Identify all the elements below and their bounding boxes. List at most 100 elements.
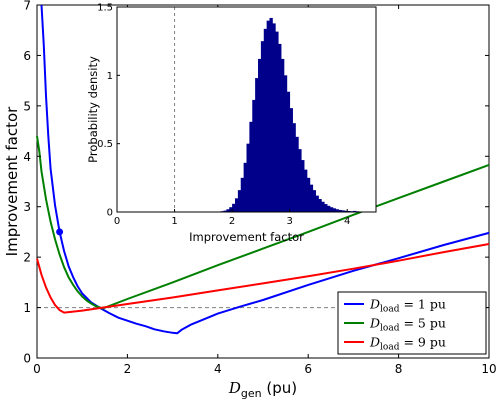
histogram-bar [341,210,345,212]
inset-plot-frame [116,6,377,213]
histogram-bar [272,23,276,213]
inset-plot: 0 1 2 3 4 0 0.5 1 1.5 Improvement factor Probab… [86,3,377,244]
legend-symbol: D [369,297,380,312]
histogram-bar [324,204,328,212]
histogram-bar [269,17,273,213]
histogram-bar [327,205,331,212]
series-line-1 [40,4,490,335]
y-tick-label: 4 [23,150,31,164]
histogram-bar [304,169,308,212]
y-tick-label: 7 [23,0,31,13]
main-series-group [36,4,490,335]
histogram-bar [289,108,293,212]
inset-y-axis-label: Probability density [86,56,100,163]
histogram-bar [298,149,302,212]
y-tick-label: 1 [23,301,31,315]
inset-y-tick-label: 1.5 [97,3,113,14]
histogram-bar [243,162,247,212]
inset-x-tick-label: 2 [229,216,235,227]
y-tick-label: 6 [23,49,31,63]
legend-label-3: Dload = 9 pu [369,335,446,353]
legend-symbol: D [369,316,380,331]
x-tick-label: 10 [481,362,496,376]
inset-x-tick-label: 4 [344,216,350,227]
x-tick-label: 4 [214,362,222,376]
histogram-bar [223,210,227,212]
inset-y-tick-label: 0 [107,208,113,219]
x-tick-label: 6 [304,362,312,376]
inset-y-ticks: 0 0.5 1 1.5 [97,3,120,219]
inset-y-tick-label: 1 [107,71,113,82]
histogram-bar [263,28,268,213]
series-line-3 [36,243,490,314]
histogram-bar [338,209,342,212]
histogram-bar [255,78,259,212]
histogram-bar [249,121,253,212]
main-x-axis-label: Dgen (pu) [228,379,297,400]
main-y-axis-label: Improvement factor [3,106,21,256]
histogram-bar [229,207,233,212]
histogram-bar [281,58,285,213]
legend-subscript: load [380,343,400,353]
histogram-bar [321,201,325,212]
y-tick-label: 5 [23,99,31,113]
x-tick-label: 2 [124,362,132,376]
legend-label-2: Dload = 5 pu [369,316,446,334]
legend-value: = 5 pu [399,316,445,331]
x-tick-label: 0 [33,362,41,376]
legend-subscript: load [380,305,400,315]
main-y-ticks: 0 1 2 3 4 5 6 7 [23,0,489,366]
histogram-bar [335,209,339,212]
x-label-sub: gen [241,387,262,400]
x-label-unit: (pu) [262,379,298,397]
legend-value: = 9 pu [399,335,445,350]
histogram-bar [295,136,299,212]
series-marker-1 [56,228,64,236]
histogram-bar [309,184,314,212]
series-line-2 [36,135,490,310]
y-tick-label: 0 [23,352,31,366]
histogram-bar [292,123,296,212]
legend-subscript: load [380,324,400,334]
histogram-bar [278,43,282,213]
histogram-bar [240,177,245,212]
inset-x-tick-label: 3 [286,216,292,227]
inset-x-tick-label: 1 [171,216,177,227]
legend-value: = 1 pu [399,297,445,312]
histogram-bar [226,209,230,212]
histogram-bar [315,195,319,212]
y-tick-label: 3 [23,200,31,214]
inset-x-axis-label: Improvement factor [189,230,304,244]
main-plot-frame [36,4,490,359]
histogram-bar [266,20,270,213]
legend-symbol: D [369,335,380,350]
histogram-bar [286,91,291,212]
histogram-bar [283,75,288,212]
inset-x-ticks: 0 1 2 3 4 [114,209,350,227]
histogram-bar [275,31,279,212]
histogram-bar [306,177,311,212]
y-tick-label: 2 [23,251,31,265]
legend-label-1: Dload = 1 pu [369,297,446,315]
x-tick-label: 8 [395,362,403,376]
histogram-bar [258,58,262,213]
histogram-bar [344,210,348,212]
histogram-bar [234,198,239,212]
histogram-bar [232,203,236,212]
histogram-bar [332,208,337,212]
histogram-bar [252,99,256,212]
inset-bars [217,17,363,213]
x-label-main: D [228,379,241,397]
histogram-bar [260,41,265,212]
histogram-bar [246,143,250,212]
histogram-bar [318,199,322,212]
histogram-bar [329,207,334,212]
histogram-bar [237,190,242,212]
inset-x-tick-label: 0 [114,216,120,227]
histogram-bar [312,190,316,212]
histogram-bar [352,210,357,212]
inset-y-tick-label: 0.5 [97,139,113,150]
